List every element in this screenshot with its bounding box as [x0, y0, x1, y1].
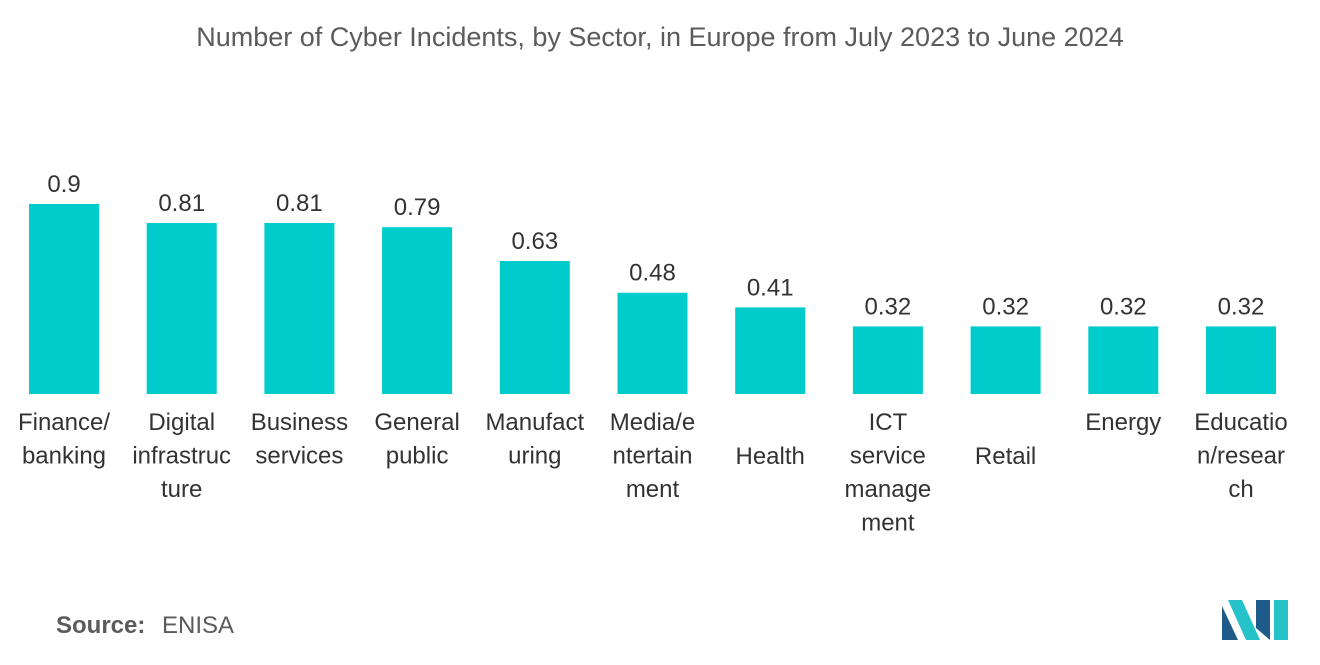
category-label-8-line-0: Retail [975, 443, 1036, 470]
category-label-1: Digital infrastruc ture [132, 409, 231, 503]
category-label-4-line-0: Manufact [485, 409, 584, 436]
category-label-4-line-1: uring [508, 443, 561, 470]
bar-4 [499, 261, 570, 394]
value-label-6: 0.41 [747, 274, 794, 301]
bar-5 [617, 292, 688, 394]
source-note: Source: ENISA [56, 612, 234, 640]
category-label-2-line-0: Business [251, 409, 348, 436]
category-label-6-line-0: Health [736, 443, 805, 470]
value-label-0: 0.9 [47, 171, 80, 198]
category-label-5-line-2: ment [626, 476, 680, 503]
category-label-3: General public [374, 409, 459, 470]
category-label-10-line-0: Educatio [1194, 409, 1287, 436]
value-label-4: 0.63 [511, 228, 558, 255]
category-label-1-line-0: Digital [148, 409, 215, 436]
category-label-1-line-1: infrastruc [132, 443, 231, 470]
category-label-0-line-0: Finance/ [18, 409, 110, 436]
bar-8 [970, 326, 1041, 394]
source-value: ENISA [162, 612, 235, 639]
bar-3 [382, 227, 453, 394]
bar-6 [735, 307, 806, 394]
bar-2 [264, 223, 335, 394]
bar-9 [1088, 326, 1159, 394]
category-label-3-line-0: General [374, 409, 459, 436]
category-label-10: Educatio n/resear ch [1194, 409, 1287, 503]
category-label-1-line-2: ture [161, 476, 202, 503]
bar-10 [1206, 326, 1276, 394]
brand-logo-icon [1222, 600, 1288, 640]
value-labels-group: 0.9 0.81 0.81 0.79 0.63 0.48 0.41 0.32 0.32 0.32 0… [47, 171, 1264, 320]
bar-0 [29, 204, 99, 394]
category-label-6: Health [736, 443, 805, 470]
category-label-7-line-0: ICT [869, 409, 908, 436]
source-label: Source: [56, 612, 146, 639]
category-label-0-line-1: banking [22, 443, 106, 470]
value-label-2: 0.81 [276, 190, 323, 217]
category-label-7-line-1: service [850, 443, 926, 470]
value-label-10: 0.32 [1218, 293, 1265, 320]
bars-group [29, 204, 1276, 394]
category-label-5-line-0: Media/e [610, 409, 695, 436]
category-label-5-line-1: ntertain [612, 443, 692, 470]
category-label-10-line-1: n/resear [1197, 443, 1285, 470]
value-label-3: 0.79 [394, 194, 441, 221]
category-label-3-line-1: public [386, 443, 449, 470]
category-label-8: Retail [975, 443, 1036, 470]
category-labels-group: Finance/banking Digital infrastruc ture Busi… [18, 409, 1288, 537]
chart-title: Number of Cyber Incidents, by Sector, in… [196, 22, 1124, 52]
category-label-0: Finance/banking [18, 409, 110, 470]
category-label-7-line-2: manage [845, 476, 932, 503]
category-label-7-line-3: ment [861, 510, 915, 537]
category-label-7: ICT service manage ment [845, 409, 932, 537]
value-label-8: 0.32 [982, 293, 1029, 320]
category-label-9: Energy [1085, 409, 1161, 436]
category-label-4: Manufact uring [485, 409, 584, 470]
category-label-9-line-0: Energy [1085, 409, 1161, 436]
category-label-2: Business services [251, 409, 348, 470]
value-label-5: 0.48 [629, 260, 676, 287]
value-label-9: 0.32 [1100, 293, 1147, 320]
category-label-2-line-1: services [255, 443, 343, 470]
bar-7 [852, 326, 923, 394]
category-label-10-line-2: ch [1228, 476, 1253, 503]
value-label-1: 0.81 [158, 190, 205, 217]
category-label-5: Media/e ntertain ment [610, 409, 695, 503]
bar-1 [146, 223, 217, 394]
value-label-7: 0.32 [865, 293, 912, 320]
